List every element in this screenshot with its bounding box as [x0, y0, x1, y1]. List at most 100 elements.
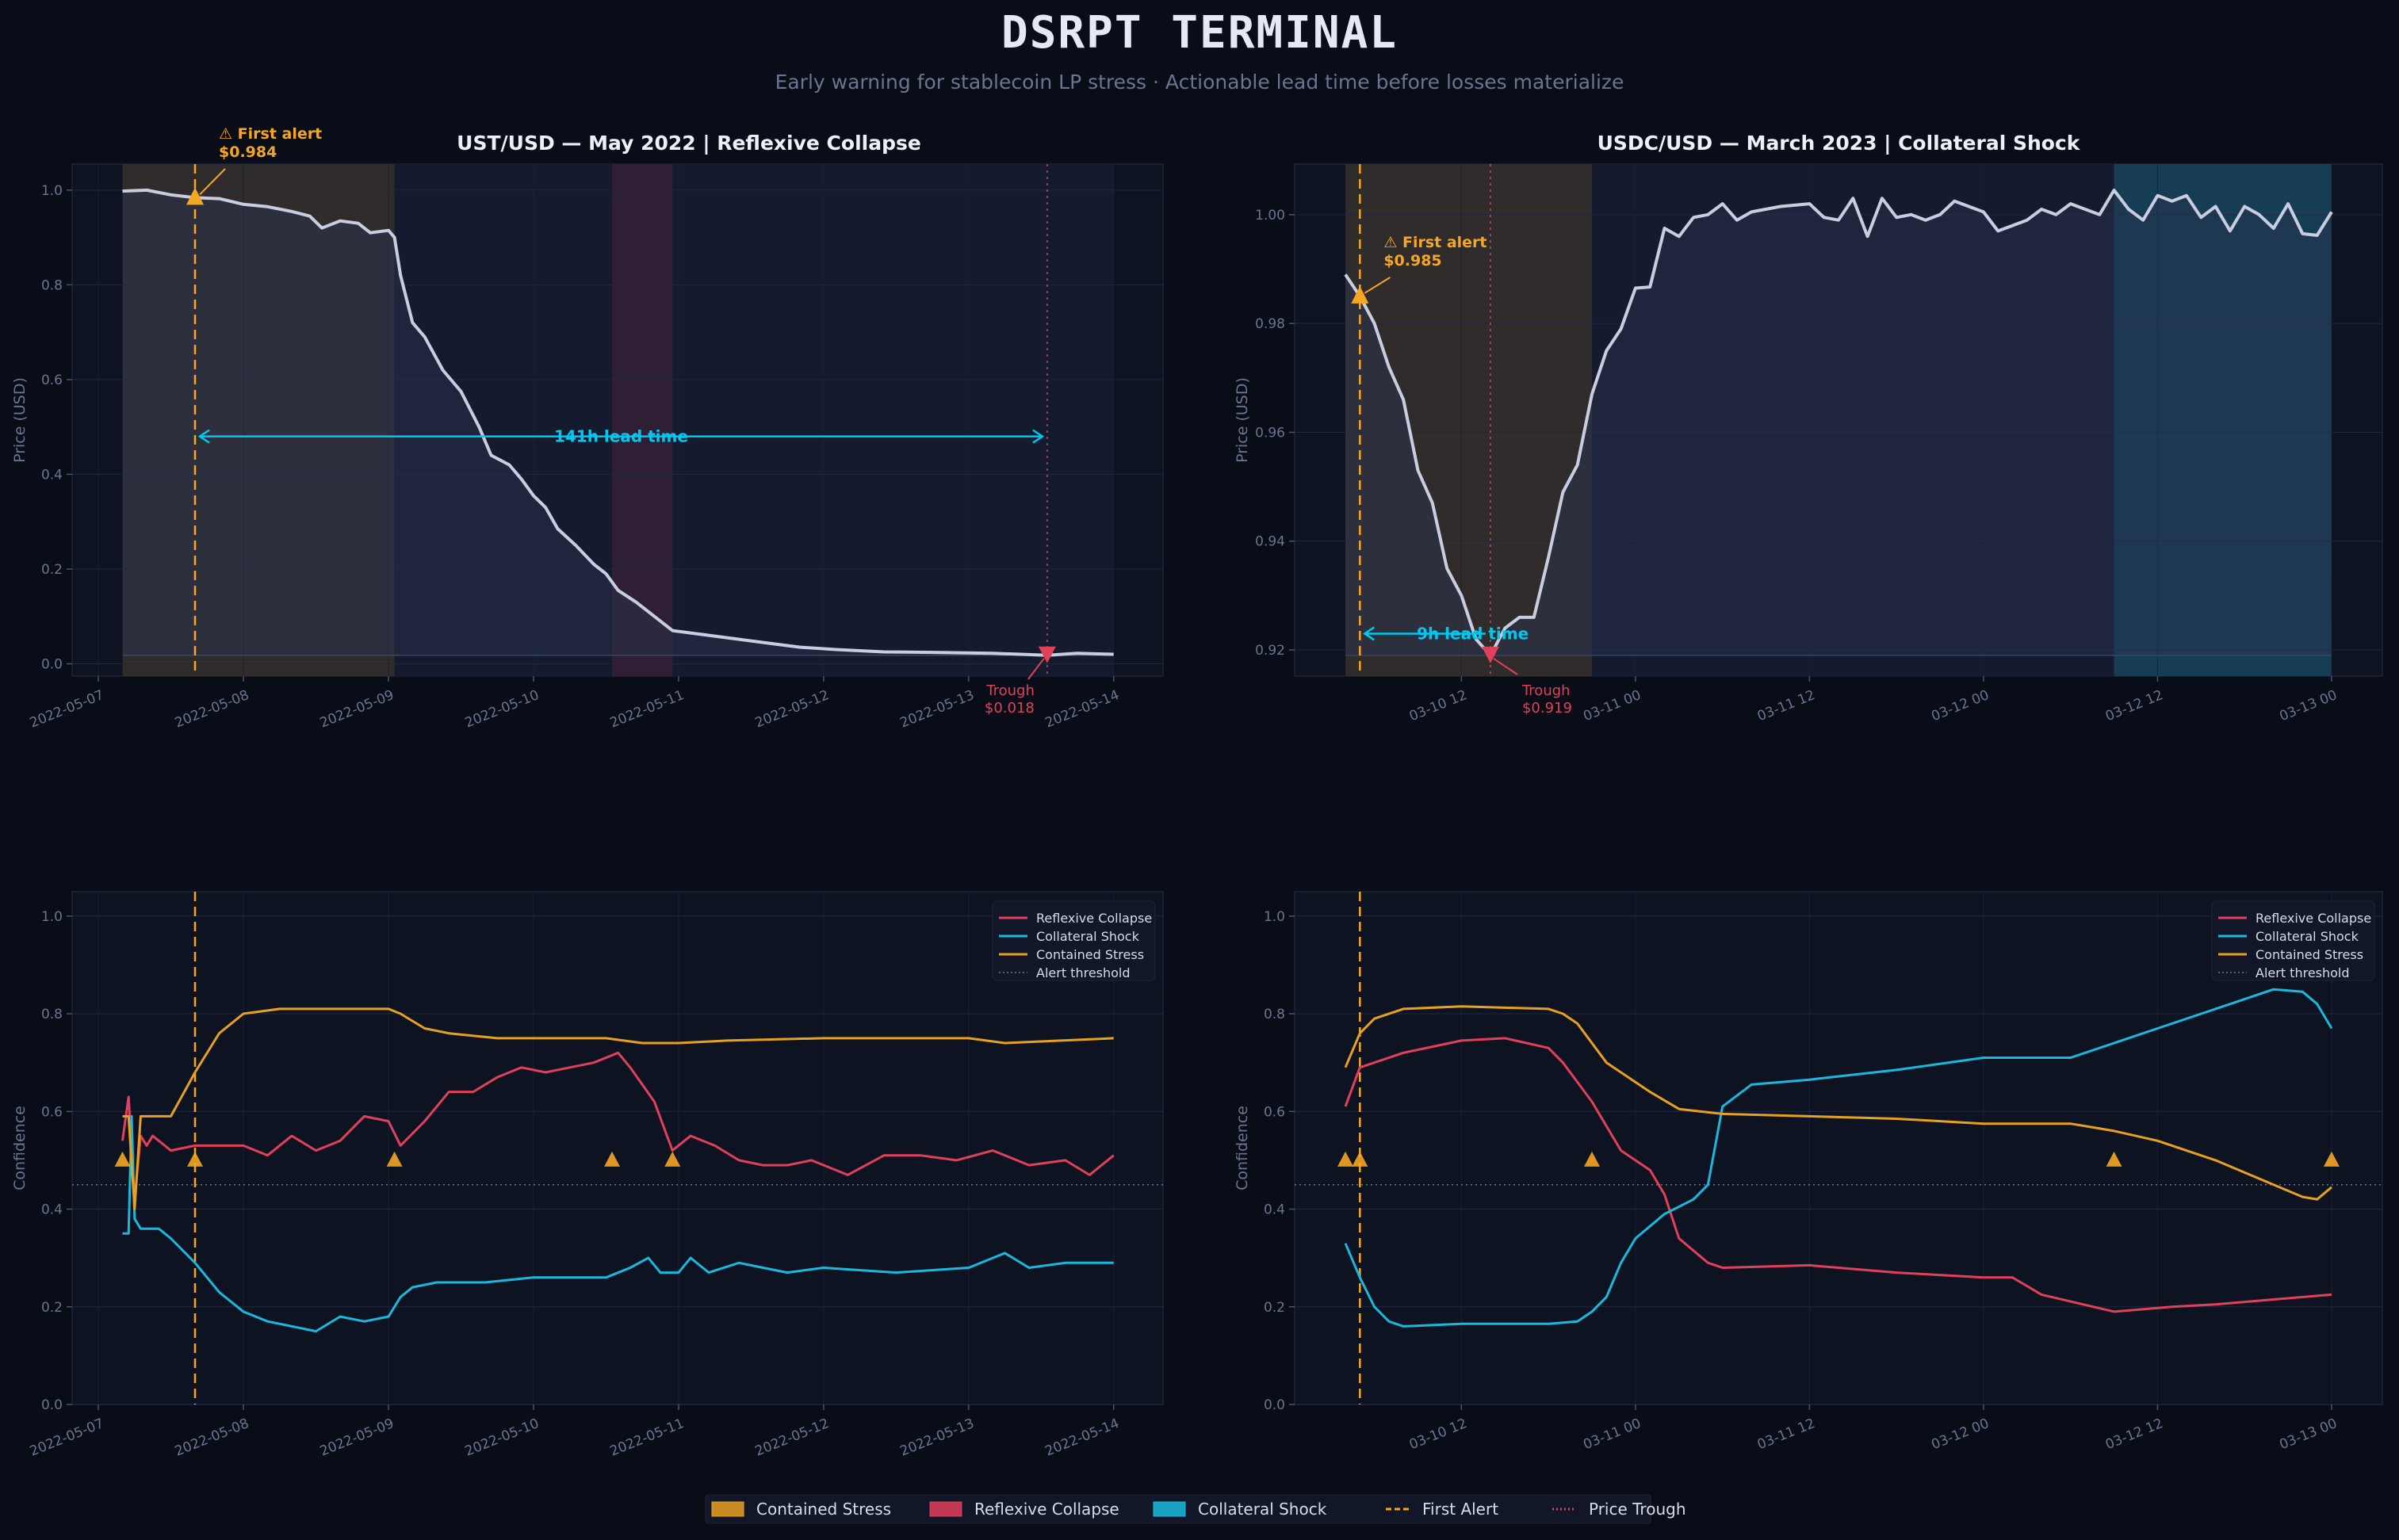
- y-tick-label: 1.0: [41, 909, 63, 925]
- legend-label: Alert threshold: [1036, 965, 1131, 980]
- x-tick-label: 03-13 00: [2277, 1416, 2339, 1453]
- chart-legend: Reflexive Collapse Collateral Shock Contai…: [992, 900, 1156, 981]
- legend-label: Price Trough: [1589, 1500, 1686, 1519]
- x-tick-label: 2022-05-11: [608, 687, 687, 732]
- y-tick-label: 0.6: [41, 373, 63, 388]
- first-alert-marker: [1351, 285, 1369, 304]
- y-tick-label: 0.2: [1264, 1300, 1285, 1316]
- y-tick-label: 1.0: [1264, 909, 1285, 925]
- figure-legend: Contained Stress Reflexive Collapse Collat…: [705, 1494, 1686, 1524]
- y-axis-label: Price (USD): [1234, 377, 1251, 463]
- legend-label: Collateral Shock: [1036, 929, 1140, 944]
- alert-marker: [664, 1151, 681, 1167]
- alert-marker: [2106, 1151, 2122, 1167]
- first-alert-value: $0.984: [219, 143, 277, 161]
- trough-marker: [1038, 646, 1056, 663]
- x-tick-label: 2022-05-08: [173, 1416, 251, 1460]
- regime-band-collateral: [2114, 164, 2332, 676]
- alert-marker: [187, 1151, 204, 1167]
- y-tick-label: 1.00: [1255, 208, 1285, 224]
- lead-arrow-head-left: [197, 429, 210, 444]
- first-alert-arrow: [1364, 277, 1391, 294]
- legend-label: Contained Stress: [756, 1500, 891, 1519]
- chart-title: UST/USD — May 2022 | Reflexive Collapse: [457, 132, 921, 155]
- app-title: DSRPT TERMINAL: [1001, 7, 1398, 59]
- x-tick-label: 03-11 00: [1581, 1416, 1643, 1453]
- trough-marker: [1481, 646, 1499, 663]
- legend-swatch-collateral-shock: [1153, 1501, 1186, 1517]
- y-tick-label: 0.0: [41, 656, 63, 672]
- legend-label: Reflexive Collapse: [1036, 911, 1152, 926]
- x-tick-label: 2022-05-08: [173, 687, 251, 732]
- plot-area: [1294, 891, 2383, 1405]
- y-tick-label: 0.8: [1264, 1007, 1285, 1022]
- x-tick-label: 2022-05-10: [463, 1416, 541, 1460]
- plot-area: [71, 891, 1164, 1405]
- data-span-background: [1345, 164, 2332, 676]
- lead-time-label: 141h lead time: [554, 427, 688, 446]
- x-tick-label: 2022-05-07: [28, 1416, 106, 1460]
- series-line-collateral: [1344, 988, 2333, 1328]
- first-alert-marker: [186, 187, 205, 205]
- x-tick-label: 03-11 12: [1755, 1416, 1817, 1453]
- regime-band-reflexive: [612, 164, 673, 676]
- x-tick-label: 2022-05-09: [318, 1416, 396, 1460]
- lead-time-label: 9h lead time: [1417, 624, 1529, 643]
- x-tick-label: 2022-05-07: [28, 687, 106, 732]
- trough-label: Trough: [985, 682, 1035, 699]
- x-tick-label: 2022-05-14: [1043, 1416, 1122, 1460]
- x-tick-label: 2022-05-14: [1043, 687, 1122, 732]
- x-tick-label: 03-12 00: [1929, 687, 1991, 724]
- y-tick-label: 0.8: [41, 277, 63, 293]
- chart-ust-price: 0.0 0.2 0.4 0.6 0.8 1.0 2022-05-07 2022-05-08 20…: [11, 125, 1164, 732]
- y-tick-label: 0.0: [41, 1397, 63, 1413]
- lead-arrow-head-right: [1032, 429, 1045, 444]
- y-tick-label: 0.98: [1255, 316, 1285, 332]
- alert-marker: [604, 1151, 621, 1167]
- legend-label: Contained Stress: [1036, 947, 1144, 962]
- legend-label: Reflexive Collapse: [2256, 911, 2371, 926]
- x-tick-label: 03-12 00: [1929, 1416, 1991, 1453]
- y-tick-label: 1.0: [41, 183, 63, 199]
- legend-swatch-reflexive-collapse: [929, 1501, 962, 1517]
- price-line: [122, 188, 1114, 657]
- legend-box: [992, 900, 1156, 981]
- y-tick-label: 0.4: [1264, 1202, 1285, 1218]
- legend-label: Collateral Shock: [1198, 1500, 1327, 1519]
- price-line: [1344, 189, 2333, 657]
- legend-label: Contained Stress: [2256, 947, 2363, 962]
- legend-label: First Alert: [1422, 1500, 1498, 1519]
- y-axis-label: Confidence: [1234, 1106, 1251, 1190]
- alert-marker: [1337, 1151, 1354, 1167]
- price-area: [122, 189, 1114, 655]
- x-tick-label: 03-12 12: [2103, 687, 2165, 724]
- x-tick-label: 03-12 12: [2103, 1416, 2165, 1453]
- alert-marker: [386, 1151, 403, 1167]
- lead-arrow-head-left: [1363, 626, 1376, 641]
- alert-marker: [114, 1151, 131, 1167]
- first-alert-arrow: [199, 168, 226, 196]
- trough-value: $0.919: [1522, 700, 1572, 717]
- trough-value: $0.018: [985, 700, 1035, 717]
- trough-label: Trough: [1521, 682, 1571, 699]
- y-tick-label: 0.2: [41, 1300, 63, 1316]
- x-tick-label: 03-11 00: [1581, 687, 1643, 724]
- chart-ust-confidence: 0.0 0.2 0.4 0.6 0.8 1.0 2022-05-07 2022-05-08 20…: [11, 891, 1164, 1460]
- x-tick-label: 03-11 12: [1755, 687, 1817, 724]
- trough-arrow: [1493, 658, 1518, 675]
- alert-marker: [1352, 1151, 1368, 1167]
- first-alert-label: ⚠ First alert: [219, 125, 322, 143]
- alert-marker: [1584, 1151, 1601, 1167]
- legend-label: Collateral Shock: [2256, 929, 2359, 944]
- y-tick-label: 0.92: [1255, 643, 1285, 659]
- x-tick-label: 03-13 00: [2277, 687, 2339, 724]
- alert-marker: [2323, 1151, 2340, 1167]
- y-axis-label: Confidence: [11, 1106, 29, 1190]
- legend-label: Reflexive Collapse: [974, 1500, 1119, 1519]
- x-tick-label: 2022-05-11: [608, 1416, 687, 1460]
- x-tick-label: 2022-05-13: [898, 687, 977, 732]
- series-line-contained: [122, 1007, 1114, 1210]
- first-alert-label: ⚠ First alert: [1383, 234, 1486, 251]
- chart-usdc-price: 0.92 0.94 0.96 0.98 1.00 03-10 12 03-11 00 03-1…: [1234, 132, 2383, 724]
- legend-label: Alert threshold: [2256, 965, 2350, 980]
